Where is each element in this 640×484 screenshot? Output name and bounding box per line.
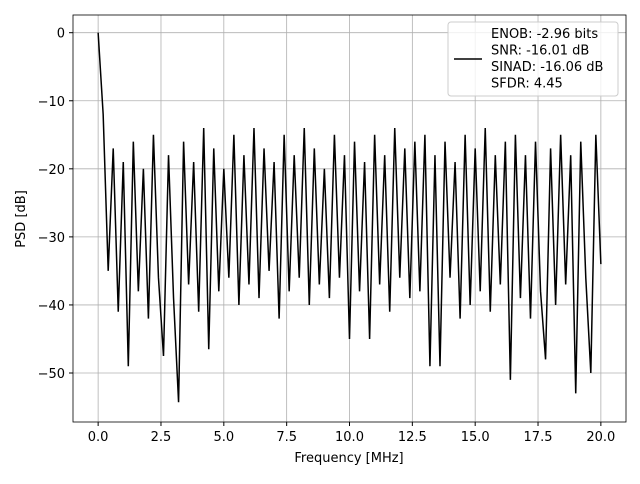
y-tick-label: −30: [38, 231, 65, 246]
x-tick-label: 5.0: [213, 430, 234, 445]
x-tick-label: 7.5: [276, 430, 297, 445]
legend-label: ENOB: -2.96 bits SNR: -16.01 dB SINAD: -16…: [491, 27, 603, 92]
data-line: [97, 32, 602, 403]
y-tick-label: −10: [38, 95, 65, 110]
x-tick-label: 0.0: [88, 430, 109, 445]
x-axis-label: Frequency [MHz]: [294, 451, 403, 466]
plot-frame: [72, 14, 627, 423]
x-tick-label: 20.0: [586, 430, 615, 445]
x-tick-label: 12.5: [398, 430, 427, 445]
x-tick-label: 15.0: [461, 430, 490, 445]
x-tick-label: 17.5: [524, 430, 553, 445]
y-axis-label: PSD [dB]: [14, 190, 29, 248]
x-tick-label: 2.5: [151, 430, 172, 445]
y-tick-label: 0: [57, 27, 65, 42]
legend-box: [447, 21, 619, 97]
y-tick-label: −50: [38, 367, 65, 382]
y-tick-label: −20: [38, 163, 65, 178]
y-tick-label: −40: [38, 299, 65, 314]
x-tick-label: 10.0: [335, 430, 364, 445]
